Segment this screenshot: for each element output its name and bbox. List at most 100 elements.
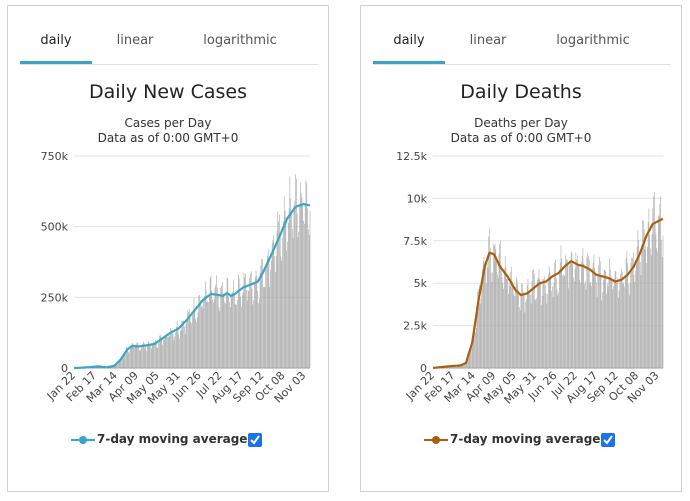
daily-bar xyxy=(537,277,539,368)
daily-bar xyxy=(558,292,559,368)
daily-bar xyxy=(554,262,555,368)
daily-bar xyxy=(592,262,594,368)
daily-bar xyxy=(284,210,286,368)
daily-bar xyxy=(615,271,617,368)
daily-bar xyxy=(154,342,155,368)
daily-bar xyxy=(244,277,246,368)
daily-bar xyxy=(563,275,565,368)
daily-bar xyxy=(187,310,188,368)
daily-bar xyxy=(142,343,143,368)
y-tick-label: 0 xyxy=(420,362,427,375)
y-tick-label: 5k xyxy=(414,277,428,290)
daily-bar xyxy=(300,182,301,368)
daily-bar xyxy=(265,269,267,368)
daily-bar xyxy=(212,299,213,368)
daily-bar xyxy=(462,364,464,368)
legend-line-marker-icon xyxy=(424,436,448,444)
daily-bar xyxy=(568,288,570,368)
daily-bar xyxy=(495,249,497,368)
y-tick-label: 500k xyxy=(41,221,69,234)
daily-bar xyxy=(587,253,588,368)
daily-bar xyxy=(521,283,522,368)
chart-title: Daily Deaths xyxy=(460,81,581,103)
daily-bar xyxy=(150,343,151,368)
daily-bar xyxy=(623,282,625,368)
daily-bar xyxy=(146,345,148,368)
daily-bar xyxy=(134,347,135,368)
daily-bar xyxy=(625,257,627,368)
legend-label[interactable]: 7-day moving average xyxy=(450,432,601,446)
daily-bar xyxy=(652,208,654,368)
daily-bar xyxy=(259,272,261,368)
daily-bar xyxy=(639,256,640,368)
daily-bar xyxy=(493,245,495,368)
tab-logarithmic[interactable]: logarithmic xyxy=(556,33,630,48)
daily-bar xyxy=(519,310,521,368)
daily-bar xyxy=(304,203,306,368)
daily-bar xyxy=(175,332,176,368)
daily-bar xyxy=(630,263,632,368)
tab-linear[interactable]: linear xyxy=(116,33,154,48)
daily-bar xyxy=(574,281,575,368)
daily-bar xyxy=(514,296,515,368)
daily-bar xyxy=(654,222,656,368)
daily-bar xyxy=(511,281,513,368)
daily-bar xyxy=(527,278,529,368)
daily-bar xyxy=(566,259,567,368)
daily-bar xyxy=(622,283,624,368)
daily-bar xyxy=(287,241,288,368)
daily-bar xyxy=(205,290,207,368)
daily-bar xyxy=(584,283,585,368)
daily-bar xyxy=(497,277,499,368)
daily-bar xyxy=(594,267,596,368)
daily-bar xyxy=(163,339,165,368)
daily-bar xyxy=(301,197,303,368)
tab-daily[interactable]: daily xyxy=(40,33,72,48)
daily-bar xyxy=(258,303,259,368)
daily-bar xyxy=(183,320,184,368)
daily-bar xyxy=(620,273,621,368)
daily-bar xyxy=(253,300,254,368)
daily-bar xyxy=(512,287,514,368)
daily-bar xyxy=(200,300,201,368)
daily-bar xyxy=(216,275,217,368)
tab-linear[interactable]: linear xyxy=(469,33,507,48)
daily-bar xyxy=(188,308,190,368)
daily-bar xyxy=(479,304,481,368)
daily-bar xyxy=(506,279,508,368)
daily-bar xyxy=(461,364,463,368)
daily-bar xyxy=(459,366,460,368)
daily-bar xyxy=(277,211,279,368)
daily-bar xyxy=(510,271,512,368)
daily-bar xyxy=(132,343,134,368)
daily-bar xyxy=(480,298,482,368)
daily-bar xyxy=(576,259,577,368)
tab-logarithmic[interactable]: logarithmic xyxy=(203,33,277,48)
moving-average-checkbox[interactable] xyxy=(248,433,262,447)
daily-bar xyxy=(290,198,291,368)
daily-bar xyxy=(242,295,243,368)
daily-bar xyxy=(163,339,164,368)
daily-bar xyxy=(453,366,455,368)
daily-bar xyxy=(478,288,479,368)
daily-bar xyxy=(279,235,281,368)
daily-bar xyxy=(541,305,542,368)
tab-daily[interactable]: daily xyxy=(393,33,425,48)
daily-bar xyxy=(655,234,657,368)
daily-bar xyxy=(122,358,124,368)
daily-bar xyxy=(464,364,465,368)
daily-bar xyxy=(564,276,566,368)
daily-bar xyxy=(229,307,231,368)
daily-bar xyxy=(197,312,199,368)
daily-bar xyxy=(649,234,650,368)
daily-bar xyxy=(501,277,503,368)
daily-bar xyxy=(280,256,282,368)
moving-average-checkbox[interactable] xyxy=(601,433,615,447)
daily-bar xyxy=(130,346,131,368)
legend-label[interactable]: 7-day moving average xyxy=(97,432,248,446)
daily-bar xyxy=(246,290,247,368)
daily-bar xyxy=(611,281,613,368)
daily-bar xyxy=(626,251,628,368)
daily-bar xyxy=(294,200,295,368)
daily-bar xyxy=(231,292,233,368)
